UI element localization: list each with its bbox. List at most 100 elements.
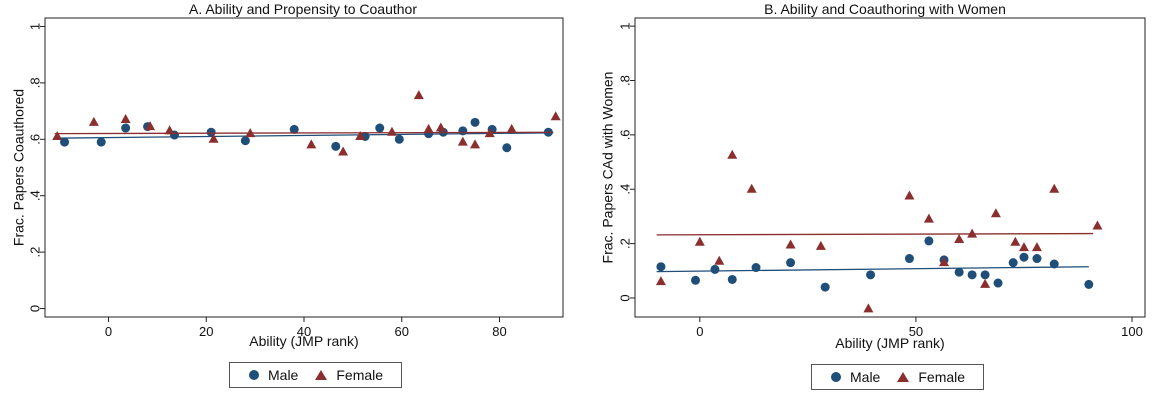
point-male (954, 267, 964, 277)
point-male (967, 270, 977, 280)
x-tick-label: 50 (909, 324, 923, 339)
legend-item-female: Female (896, 369, 965, 385)
point-female (1018, 242, 1029, 252)
y-tick-label: .8 (27, 77, 42, 88)
x-axis-label: Ability (JMP rank) (249, 333, 358, 349)
point-female (746, 183, 757, 193)
y-tick-label: .4 (27, 190, 42, 201)
x-axis-label: Ability (JMP rank) (835, 335, 944, 351)
point-female (208, 133, 219, 143)
x-tick-label: 40 (297, 324, 311, 339)
legend-label-female: Female (918, 369, 966, 385)
chart-a: A. Ability and Propensity to Coauthor 0 20… (11, 1, 564, 349)
y-tick-label: .2 (27, 247, 42, 258)
point-female (423, 123, 434, 133)
point-female (120, 114, 131, 124)
circle-marker-icon (831, 372, 841, 382)
point-female (470, 139, 481, 149)
point-male (866, 270, 876, 280)
legend-label-female: Female (336, 367, 384, 383)
y-tick-label: .4 (617, 184, 632, 195)
point-female (145, 121, 156, 131)
point-male (1084, 279, 1094, 289)
point-male (502, 143, 512, 153)
point-female (939, 257, 950, 267)
point-female (954, 234, 965, 244)
point-male (691, 275, 701, 285)
point-female (923, 213, 934, 223)
point-male (980, 270, 990, 280)
point-female (413, 90, 424, 100)
point-male (394, 134, 404, 144)
y-tick-label: .8 (617, 75, 632, 86)
point-female (980, 278, 991, 288)
point-male (289, 124, 299, 134)
point-female (338, 146, 349, 156)
point-male (1019, 252, 1029, 262)
point-female (457, 136, 468, 146)
point-male (924, 236, 934, 246)
point-male (458, 126, 468, 136)
triangle-marker-icon (315, 370, 328, 380)
point-female (815, 240, 826, 250)
point-male (904, 254, 914, 264)
legend-item-male: Male (830, 369, 880, 385)
point-male (656, 262, 666, 272)
point-female (1010, 236, 1021, 246)
y-axis-label: Frac. Papers Coauthored (11, 89, 27, 246)
point-female (714, 255, 725, 265)
x-tick-label: 60 (395, 324, 409, 339)
y-tick-label: 1 (27, 23, 42, 30)
chart-title: B. Ability and Coauthoring with Women (764, 1, 1006, 17)
legend-label-male: Male (850, 369, 881, 385)
chart-title: A. Ability and Propensity to Coauthor (189, 1, 417, 17)
point-male (470, 117, 480, 127)
point-male (727, 274, 737, 284)
point-female (506, 123, 517, 133)
triangle-marker-icon (897, 372, 910, 382)
point-female (1049, 183, 1060, 193)
panel-b: B. Ability and Coauthoring with Women 0 50… (579, 0, 1157, 394)
point-female (1031, 242, 1042, 252)
point-male (375, 123, 385, 133)
point-male (96, 137, 106, 147)
legend-label-male: Male (268, 367, 299, 383)
circle-marker-icon (249, 370, 259, 380)
point-female (306, 139, 317, 149)
fit-line-female (54, 131, 554, 135)
point-female (863, 303, 874, 313)
point-female (355, 130, 366, 140)
legend-item-male: Male (248, 367, 298, 383)
chart-b: B. Ability and Coauthoring with Women 0 50… (600, 1, 1146, 351)
point-female (990, 208, 1001, 218)
point-male (240, 136, 250, 146)
x-tick-label: 100 (1121, 324, 1143, 339)
point-female (1092, 220, 1103, 230)
point-female (694, 236, 705, 246)
y-tick-label: 0 (617, 294, 632, 301)
point-female (655, 276, 666, 286)
point-female (484, 128, 495, 138)
fit-line-male (656, 266, 1089, 273)
legend-b: Male Female (811, 364, 985, 390)
point-male (331, 141, 341, 151)
x-tick-label: 0 (696, 324, 703, 339)
point-male (1008, 258, 1018, 268)
y-tick-label: 0 (27, 305, 42, 312)
point-female (164, 125, 175, 135)
point-male (121, 123, 131, 133)
fit-line-female (656, 232, 1094, 236)
legend-item-female: Female (314, 367, 383, 383)
point-male (60, 137, 70, 147)
point-male (1032, 254, 1042, 264)
point-male (751, 263, 761, 273)
point-male (993, 278, 1003, 288)
y-tick-label: 1 (617, 23, 632, 30)
point-female (245, 128, 256, 138)
x-tick-label: 20 (199, 324, 213, 339)
y-tick-label: .6 (27, 134, 42, 145)
x-tick-label: 0 (105, 324, 112, 339)
plot-frame (634, 17, 1146, 318)
point-female (550, 111, 561, 121)
fit-line-male (54, 132, 554, 139)
